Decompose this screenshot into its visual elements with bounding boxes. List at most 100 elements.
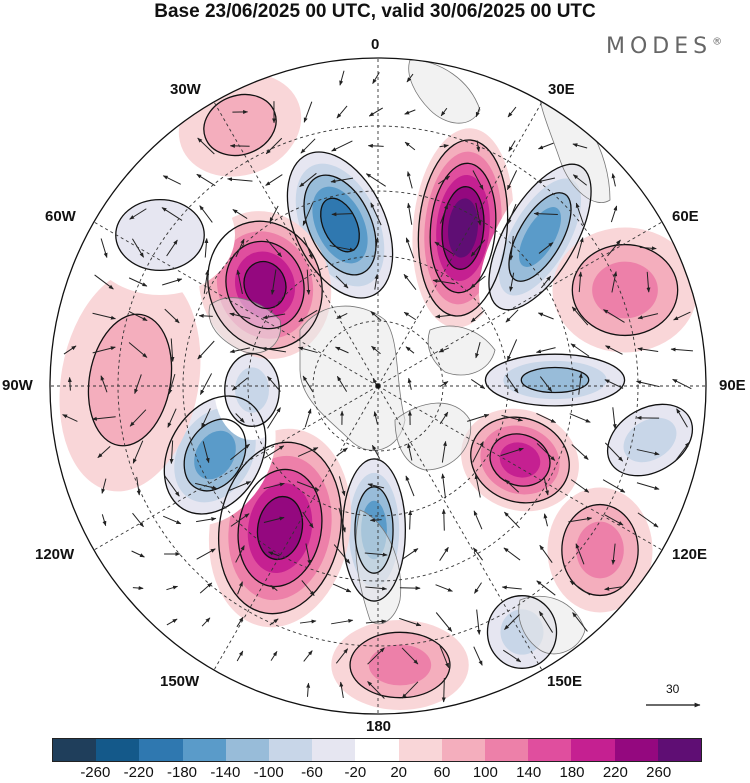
wind-arrow [604, 514, 624, 526]
wind-arrow [435, 612, 453, 632]
wind-arrow [470, 309, 486, 323]
wind-arrow [333, 544, 351, 564]
wind-arrow [504, 511, 520, 529]
wind-arrow [540, 275, 552, 289]
contour-line [163, 395, 267, 515]
wind-arrow [434, 241, 454, 255]
wind-arrow [301, 580, 315, 596]
wind-arrow [441, 678, 446, 703]
wind-arrow [470, 275, 486, 289]
meridian-line [377, 101, 543, 387]
wind-arrow [637, 347, 659, 352]
anomaly-level [447, 198, 479, 258]
contour-line [203, 93, 277, 157]
wind-arrow [101, 478, 107, 494]
contour-line [508, 192, 572, 282]
contour-line [256, 495, 304, 561]
anomaly-level [592, 261, 658, 319]
wind-arrow [128, 342, 148, 358]
wind-arrow [203, 269, 210, 294]
contour-line [354, 486, 394, 574]
wind-arrow [129, 409, 147, 427]
wind-arrow [296, 481, 320, 491]
lon-label-120e: 120E [672, 546, 708, 563]
wind-arrow [263, 482, 285, 490]
wind-arrow [303, 237, 313, 260]
contour-line [429, 162, 497, 294]
wind-arrow [92, 346, 116, 354]
wind-arrow [500, 447, 524, 457]
contour-line [561, 503, 639, 597]
wind-arrow [229, 481, 252, 491]
wind-arrow [305, 543, 312, 566]
colorbar-swatch [269, 739, 313, 761]
wind-arrow [539, 376, 553, 392]
wind-arrow [543, 513, 548, 527]
wind-arrow [472, 170, 484, 190]
wind-arrow [406, 202, 413, 225]
wind-arrow [198, 313, 213, 318]
wind-arrow [304, 408, 312, 428]
wind-arrow [604, 379, 624, 389]
wind-arrow [439, 546, 449, 561]
wind-arrow [405, 237, 415, 259]
wind-arrow [405, 475, 415, 497]
anomaly-level [88, 314, 172, 446]
colorbar-swatch [225, 739, 270, 761]
wind-arrow [509, 272, 515, 292]
colorbar-tick-label: -20 [344, 764, 367, 781]
wind-arrow [501, 585, 522, 590]
colorbar-tick-label: -260 [80, 764, 111, 781]
wind-arrow [94, 274, 114, 290]
wind-arrow [440, 107, 448, 117]
wind-arrow [335, 346, 349, 354]
wind-arrow [92, 312, 116, 320]
wind-arrow [475, 342, 481, 359]
wind-arrow [604, 442, 624, 462]
wind-arrow [406, 171, 413, 189]
colorbar-tick-label: -180 [166, 764, 198, 781]
meridian-line [377, 221, 663, 387]
wind-arrow [306, 682, 311, 697]
wind-arrow [570, 343, 590, 357]
wind-arrow [438, 175, 451, 185]
lon-label-150e: 150E [547, 673, 583, 690]
wind-arrow [612, 407, 617, 430]
wind-arrow [373, 411, 378, 425]
registered-mark: ® [712, 36, 723, 48]
wind-arrow [365, 586, 388, 591]
wind-arrow [637, 512, 659, 528]
wind-arrow [161, 207, 183, 221]
anomaly-level [194, 430, 236, 480]
wind-arrow [670, 347, 693, 352]
wind-arrow [504, 479, 520, 493]
wind-arrow [164, 475, 180, 497]
wind-arrow [538, 142, 554, 150]
anomaly-level [115, 199, 205, 271]
wind-arrow [506, 339, 518, 361]
colorbar-tick-label: 60 [433, 764, 451, 781]
wind-arrow [232, 209, 248, 219]
wind-vectors [62, 70, 693, 703]
wind-arrow [405, 346, 415, 354]
wind-arrow [474, 474, 481, 498]
wind-arrow [230, 513, 250, 527]
wind-arrow [536, 177, 556, 183]
wind-arrow [267, 407, 281, 429]
wind-arrow [196, 173, 216, 187]
anomaly-level [203, 94, 277, 156]
wind-arrow [507, 106, 517, 118]
brand-name: MODES [606, 34, 713, 59]
wind-arrow [674, 441, 690, 463]
wind-arrow [331, 140, 353, 152]
wind-arrow [199, 373, 213, 396]
wind-arrow [299, 619, 317, 624]
contour-line [520, 366, 590, 394]
wind-arrow [201, 617, 211, 627]
wind-arrow [470, 379, 486, 389]
wind-arrow [299, 172, 317, 188]
wind-arrow [364, 552, 388, 557]
meridian-line [377, 385, 663, 551]
wind-arrow [339, 681, 344, 698]
colorbar-tick-label: 140 [516, 764, 542, 781]
